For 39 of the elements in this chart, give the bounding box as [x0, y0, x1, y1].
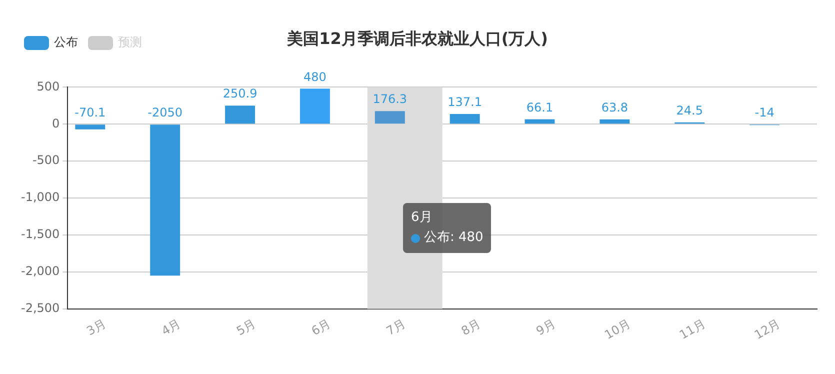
y-tick-label: -1,500	[20, 227, 60, 242]
x-tick-label: 3月	[84, 316, 108, 338]
data-label: 24.5	[676, 103, 703, 118]
bar	[300, 88, 330, 124]
y-tick-label: 0	[52, 116, 60, 130]
annotation: 6月	[411, 209, 432, 227]
bar	[524, 119, 555, 124]
y-tick-label: 500	[36, 79, 60, 94]
data-label: 480	[304, 70, 326, 84]
data-label: 66.1	[526, 100, 554, 114]
data-label: 137.1	[448, 95, 482, 110]
y-tick-label: -500	[32, 153, 60, 168]
bar	[374, 111, 405, 124]
x-tick-label: 7月	[384, 316, 408, 338]
y-tick-label: -1,000	[20, 190, 60, 204]
data-label: 63.8	[601, 100, 628, 115]
x-tick-label: 6月	[309, 316, 334, 338]
data-label: 176.3	[372, 92, 408, 106]
bar	[150, 124, 180, 276]
x-tick-label: 5月	[234, 316, 258, 338]
x-tick-label: 12月	[752, 316, 783, 342]
y-tick-label: -2,000	[20, 264, 60, 278]
x-tick-label: 11月	[677, 316, 708, 342]
bar	[600, 119, 630, 124]
bar	[75, 124, 106, 130]
annotation: 公布: 480	[424, 229, 484, 247]
bar	[225, 106, 256, 124]
x-tick-label: 4月	[159, 316, 184, 338]
chart-title: 美国12月季调后非农就业人口(万人)	[286, 28, 548, 48]
bar	[450, 114, 480, 124]
y-tick-label: -2,500	[20, 301, 60, 316]
data-label: 250.9	[222, 86, 258, 101]
data-label: -2050	[148, 105, 183, 120]
legend-label: 公布	[54, 34, 78, 51]
data-label: -14	[754, 105, 774, 120]
data-label: -70.1	[74, 105, 106, 120]
x-tick-label: 10月	[602, 316, 633, 342]
x-tick-label: 9月	[534, 316, 558, 338]
x-tick-label: 8月	[458, 316, 483, 338]
